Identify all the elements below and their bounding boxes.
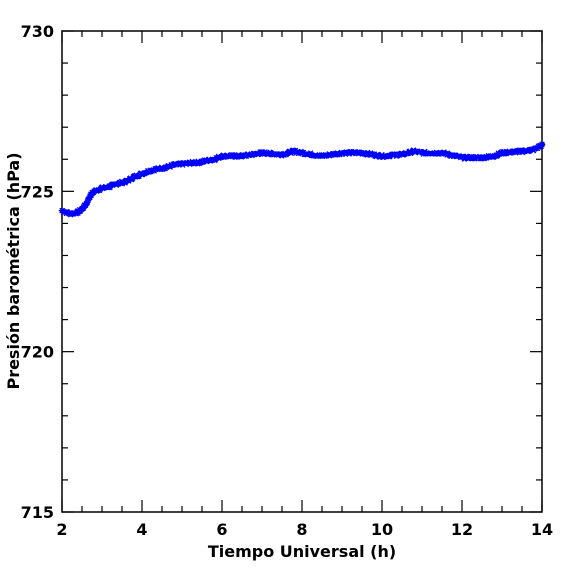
y-tick-label: 720: [21, 343, 54, 362]
axis-ticks: [61, 30, 543, 513]
x-tick-label: 14: [531, 520, 553, 539]
y-tick-label: 715: [21, 503, 54, 522]
x-tick-label: 12: [451, 520, 473, 539]
data-point: [538, 142, 546, 148]
y-axis-title: Presión barométrica (hPa): [4, 152, 23, 389]
x-tick-label: 10: [371, 520, 393, 539]
x-axis-title: Tiempo Universal (h): [208, 542, 396, 561]
x-tick-label: 8: [296, 520, 307, 539]
x-tick-label: 6: [216, 520, 227, 539]
tick-labels: 2 4 6 8 10 12 14 715 720 725 730: [21, 22, 554, 539]
y-tick-label: 730: [21, 22, 54, 41]
x-tick-label: 4: [136, 520, 147, 539]
x-tick-label: 2: [56, 520, 67, 539]
data-points: [58, 141, 546, 218]
plot-frame: [61, 30, 543, 513]
y-tick-label: 725: [21, 182, 54, 201]
